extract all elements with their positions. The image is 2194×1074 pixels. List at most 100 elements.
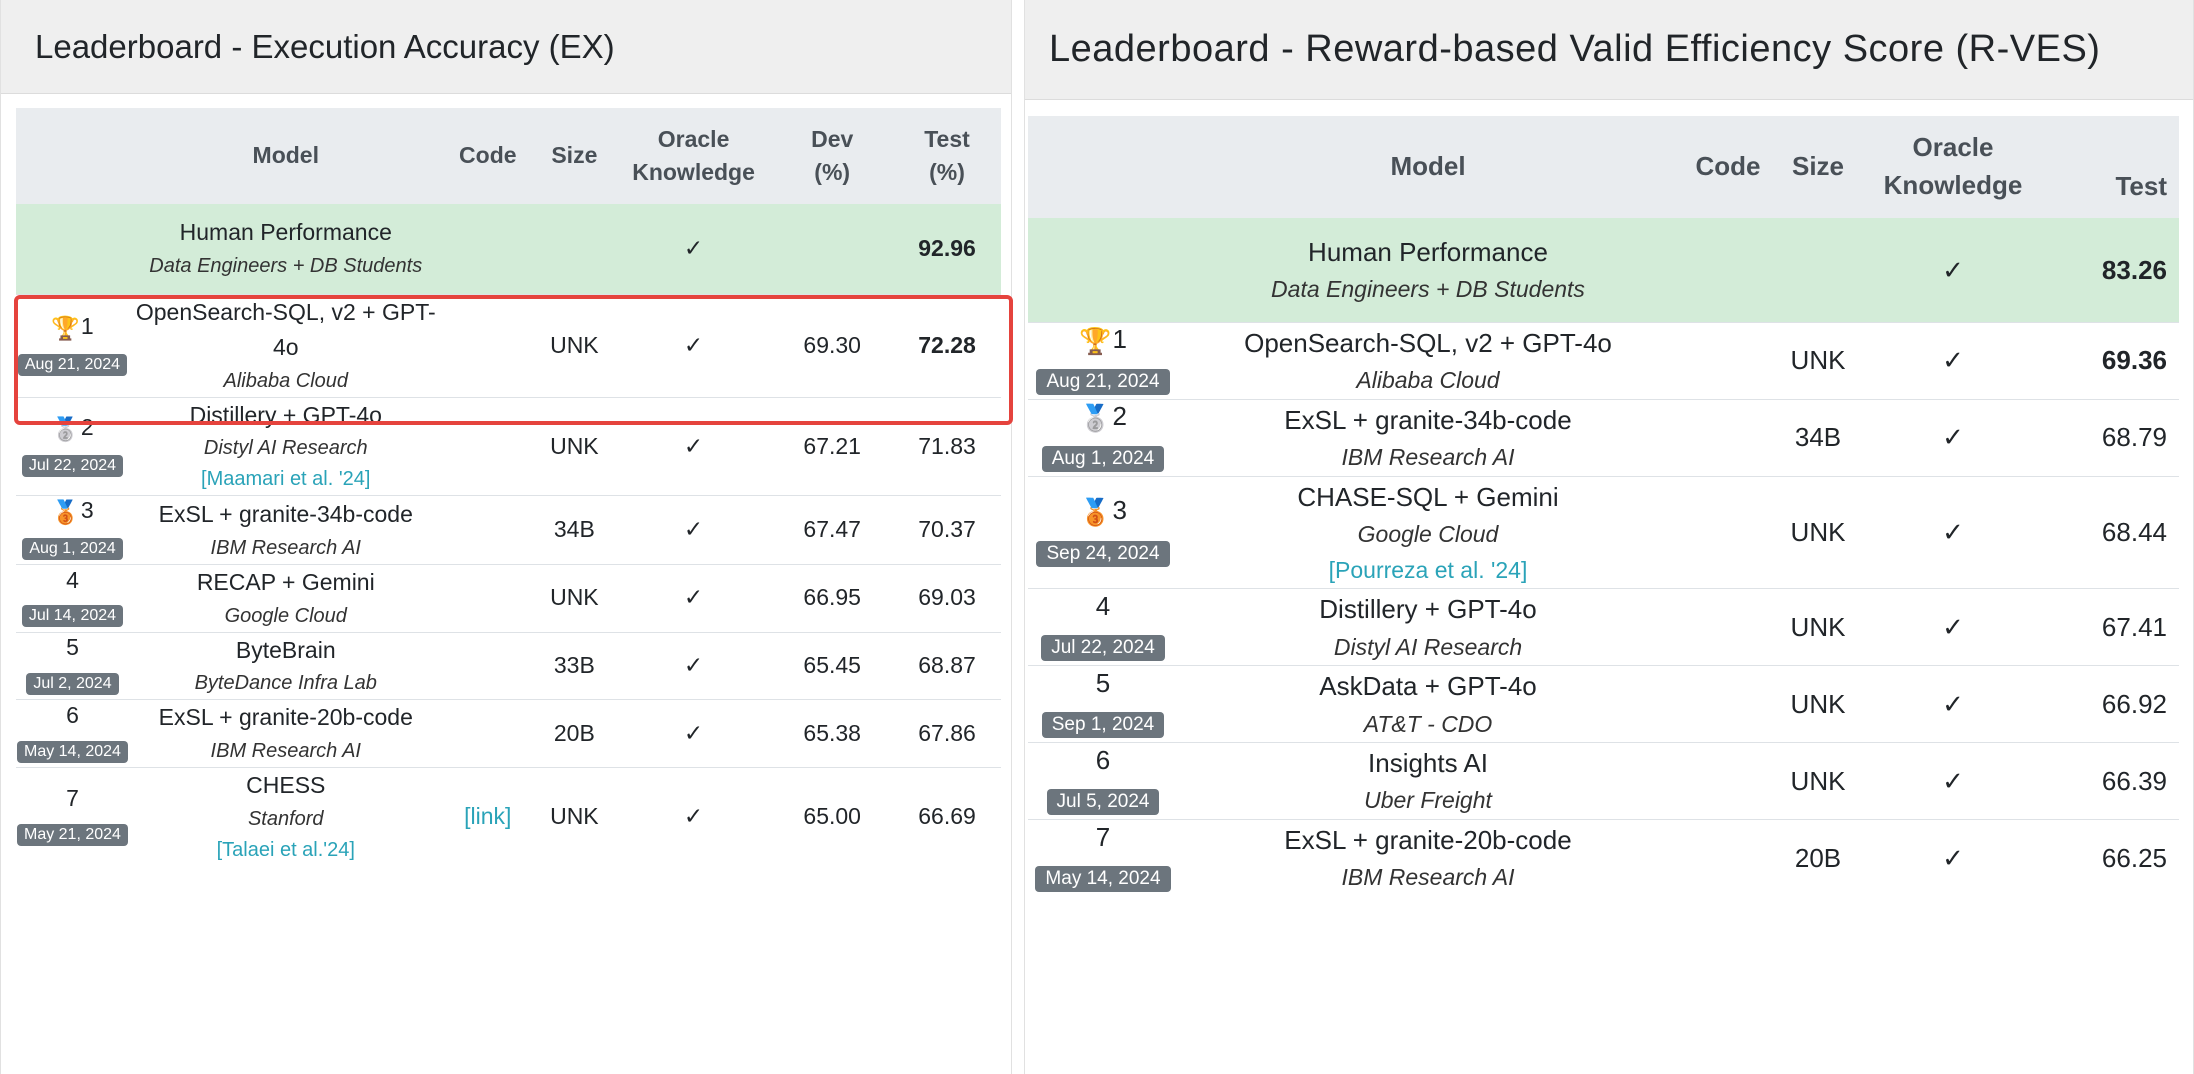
- medal-icon: 🥈: [1079, 402, 1112, 433]
- table-row: 6 Jul 5, 2024 Insights AI Uber Freight UNK ✓ 6…: [1028, 742, 2179, 820]
- rank-number: 6: [66, 701, 79, 728]
- date-badge: Sep 1, 2024: [1041, 711, 1165, 738]
- model-affiliation: Alibaba Cloud: [223, 369, 349, 392]
- model-name: OpenSearch-SQL, v2 + GPT-4o: [1244, 327, 1612, 358]
- size-cell: UNK: [1778, 475, 1858, 589]
- citation-link[interactable]: [Talaei et al.'24]: [216, 838, 355, 861]
- oracle-check-icon: ✓: [1858, 819, 2048, 897]
- code-cell: [442, 293, 533, 398]
- header-test: Test (%): [893, 108, 1001, 204]
- dev-score: 65.00: [771, 766, 894, 866]
- table-row: 🏆1 Aug 21, 2024 OpenSearch-SQL, v2 + GPT- 4…: [16, 293, 1001, 398]
- dev-score: 65.38: [771, 699, 894, 768]
- table-row: 🥉3 Aug 1, 2024 ExSL + granite-34b-code IBM …: [16, 495, 1001, 565]
- date-badge: Aug 1, 2024: [22, 538, 123, 561]
- table-row: 7 May 21, 2024 CHESS Stanford [Talaei et al.…: [16, 766, 1001, 866]
- model-affiliation: IBM Research AI: [1341, 864, 1515, 891]
- test-score: 67.86: [893, 699, 1001, 768]
- model-name: AskData + GPT-4o: [1319, 671, 1537, 702]
- model-cell: Insights AI Uber Freight: [1178, 742, 1678, 820]
- test-score: 68.87: [893, 631, 1001, 700]
- code-cell: [1678, 475, 1778, 589]
- model-name: ByteBrain: [235, 636, 336, 663]
- model-affiliation: IBM Research AI: [1341, 443, 1515, 470]
- date-badge: Aug 1, 2024: [1041, 446, 1165, 473]
- model-name: ExSL + granite-20b-code: [1284, 825, 1572, 856]
- size-cell: UNK: [1778, 588, 1858, 666]
- model-cell: OpenSearch-SQL, v2 + GPT-4o Alibaba Cloud: [1178, 321, 1678, 400]
- size-cell: 34B: [1778, 398, 1858, 477]
- code-cell: [442, 563, 533, 633]
- citation-link[interactable]: [Pourreza et al. '24]: [1328, 556, 1528, 583]
- size-cell: 34B: [532, 495, 616, 565]
- human-performance-label: Human Performance: [1308, 236, 1548, 267]
- rank-cell: 🥈2 Jul 22, 2024: [16, 396, 129, 496]
- model-cell: CHASE-SQL + Gemini Google Cloud [Pourreza …: [1178, 475, 1678, 589]
- human-performance-row: Human Performance Data Engineers + DB St…: [16, 204, 1001, 294]
- ex-leaderboard-table: Model Code Size Oracle Knowledge Dev (%) T…: [16, 108, 1001, 866]
- dev-score: 66.95: [771, 563, 894, 633]
- model-affiliation: Distyl AI Research: [203, 437, 368, 460]
- model-name: Distillery + GPT-4o: [189, 401, 382, 428]
- code-link[interactable]: [link]: [442, 766, 533, 866]
- model-cell: AskData + GPT-4o AT&T - CDO: [1178, 665, 1678, 743]
- citation-link[interactable]: [Maamari et al. '24]: [201, 468, 371, 491]
- size-cell: 20B: [1778, 819, 1858, 897]
- model-affiliation: Google Cloud: [1357, 520, 1499, 547]
- model-affiliation: Uber Freight: [1364, 787, 1492, 814]
- model-affiliation: IBM Research AI: [210, 536, 361, 559]
- rank-cell: 6 May 14, 2024: [16, 699, 129, 768]
- oracle-check-icon: ✓: [615, 699, 772, 768]
- model-affiliation: ByteDance Infra Lab: [194, 672, 377, 695]
- oracle-check-icon: ✓: [1858, 218, 2048, 322]
- dev-score: 67.47: [771, 495, 894, 565]
- table-header-row: Model Code Size Oracle Knowledge Test: [1028, 116, 2179, 218]
- medal-icon: 🥉: [1079, 497, 1112, 528]
- model-name: CHESS: [246, 771, 326, 798]
- dev-score: 69.30: [771, 293, 894, 398]
- date-badge: Jul 14, 2024: [21, 605, 124, 628]
- test-score: 66.39: [2048, 742, 2179, 820]
- code-cell: [1678, 588, 1778, 666]
- rank-number: 2: [1112, 400, 1127, 431]
- rves-leaderboard-panel: Leaderboard - Reward-based Valid Efficie…: [1024, 0, 2194, 1074]
- rank-line: 4: [1028, 590, 1178, 624]
- model-cell: Distillery + GPT-4o Distyl AI Research [Ma…: [128, 396, 443, 496]
- rank-number: 4: [1095, 591, 1111, 622]
- rank-cell: 4 Jul 22, 2024: [1028, 588, 1178, 666]
- oracle-check-icon: ✓: [615, 204, 772, 294]
- rank-line: 🥉3: [16, 496, 129, 528]
- model-name: ExSL + granite-34b-code: [158, 500, 413, 527]
- table-row: 5 Sep 1, 2024 AskData + GPT-4o AT&T - CDO UN…: [1028, 665, 2179, 743]
- header-size: Size: [532, 108, 616, 204]
- test-score: 68.79: [2048, 398, 2179, 477]
- test-score: 70.37: [893, 495, 1001, 565]
- rank-line: 6: [1028, 744, 1178, 778]
- size-cell: UNK: [532, 563, 616, 633]
- oracle-check-icon: ✓: [1858, 742, 2048, 820]
- date-badge: May 14, 2024: [16, 740, 128, 763]
- table-header-row: Model Code Size Oracle Knowledge Dev (%) T…: [16, 108, 1001, 204]
- human-performance-label: Human Performance: [179, 219, 392, 246]
- table-row: 4 Jul 22, 2024 Distillery + GPT-4o Distyl A…: [1028, 588, 2179, 666]
- rank-cell: 🏆1 Aug 21, 2024: [16, 293, 129, 398]
- rank-cell: 7 May 21, 2024: [16, 766, 129, 866]
- test-score: 66.92: [2048, 665, 2179, 743]
- model-name: OpenSearch-SQL, v2 + GPT-: [135, 298, 436, 325]
- model-name: Distillery + GPT-4o: [1319, 594, 1537, 625]
- model-cell: RECAP + Gemini Google Cloud: [128, 563, 443, 633]
- oracle-check-icon: ✓: [1858, 321, 2048, 400]
- rank-number: 1: [80, 312, 94, 339]
- table-row: 4 Jul 14, 2024 RECAP + Gemini Google Cloud U…: [16, 563, 1001, 633]
- table-row: 🥈2 Aug 1, 2024 ExSL + granite-34b-code IBM …: [1028, 398, 2179, 477]
- size-cell: UNK: [1778, 742, 1858, 820]
- size-cell: UNK: [1778, 665, 1858, 743]
- rank-cell: 🏆1 Aug 21, 2024: [1028, 321, 1178, 400]
- oracle-check-icon: ✓: [615, 631, 772, 700]
- table-row: 6 May 14, 2024 ExSL + granite-20b-code IBM …: [16, 699, 1001, 768]
- test-score: 66.25: [2048, 819, 2179, 897]
- rank-cell: 🥈2 Aug 1, 2024: [1028, 398, 1178, 477]
- rank-number: 2: [80, 413, 94, 440]
- size-cell: UNK: [532, 293, 616, 398]
- header-code: Code: [442, 108, 533, 204]
